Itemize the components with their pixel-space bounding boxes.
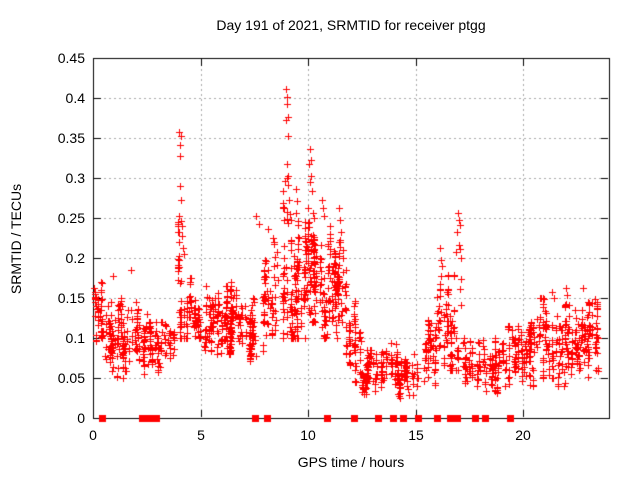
y-tick-label: 0.1 bbox=[65, 330, 85, 346]
x-tick-label: 10 bbox=[300, 427, 316, 443]
y-tick-label: 0.45 bbox=[57, 50, 85, 66]
x-tick-label: 0 bbox=[89, 427, 97, 443]
y-tick-label: 0.05 bbox=[57, 370, 85, 386]
x-tick-label: 20 bbox=[515, 427, 531, 443]
y-tick-label: 0.25 bbox=[57, 210, 85, 226]
y-tick-label: 0.2 bbox=[65, 250, 85, 266]
x-tick-label: 15 bbox=[408, 427, 424, 443]
x-axis-title: GPS time / hours bbox=[297, 454, 405, 470]
y-tick-label: 0.3 bbox=[65, 170, 85, 186]
y-tick-label: 0.15 bbox=[57, 290, 85, 306]
y-axis-title: SRMTID / TECUs bbox=[8, 183, 24, 295]
chart-title: Day 191 of 2021, SRMTID for receiver ptg… bbox=[216, 17, 486, 33]
y-tick-label: 0.35 bbox=[57, 130, 85, 146]
y-tick-label: 0.4 bbox=[65, 90, 85, 106]
y-tick-label: 0 bbox=[77, 410, 85, 426]
x-tick-label: 5 bbox=[197, 427, 205, 443]
